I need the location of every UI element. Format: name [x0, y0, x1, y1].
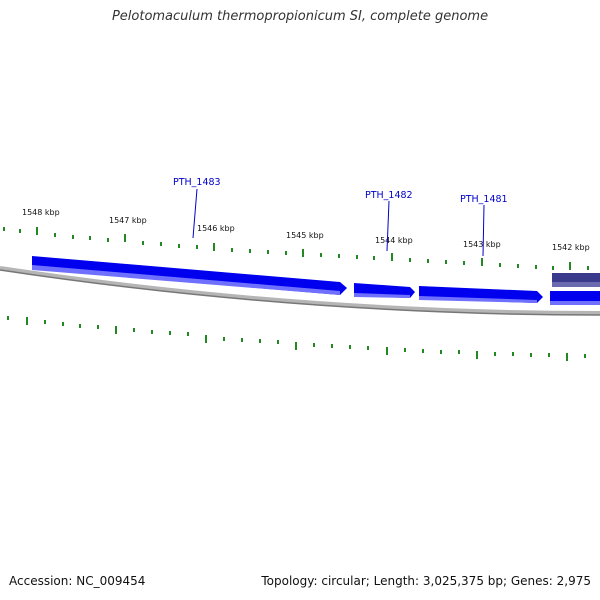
- tick-label-1544: 1544 kbp: [375, 236, 413, 245]
- tick-label-1547: 1547 kbp: [109, 216, 147, 225]
- gene-next-arrow-shade: [550, 301, 600, 305]
- gene-labels: PTH_1483 PTH_1482 PTH_1481: [173, 177, 508, 205]
- gene-label-pth1482[interactable]: PTH_1482: [365, 190, 413, 201]
- tick-label-1546: 1546 kbp: [197, 224, 235, 233]
- accession-label: Accession: NC_009454: [9, 574, 146, 588]
- genome-summary: Topology: circular; Length: 3,025,375 bp…: [261, 574, 591, 588]
- map-title: Pelotomaculum thermopropionicum SI, comp…: [111, 9, 489, 24]
- gene-pth1481-arrow-shade: [419, 296, 537, 303]
- genome-backbone-line: [0, 269, 600, 316]
- gene-next-arrow[interactable]: [550, 291, 600, 304]
- gene-label-lines: [192, 188, 485, 257]
- gene-arrows: [32, 256, 600, 305]
- outer-tick-marks: [3, 227, 589, 270]
- gene-pth1482-arrow-shade: [354, 293, 410, 298]
- gene-label-pth1483[interactable]: PTH_1483: [173, 177, 221, 188]
- gene-label-pth1481[interactable]: PTH_1481: [460, 194, 508, 205]
- tick-label-1545: 1545 kbp: [286, 231, 324, 240]
- inner-tick-marks: [7, 316, 586, 361]
- gene-pth1483-arrow-shade: [32, 265, 340, 295]
- tick-label-1543: 1543 kbp: [463, 240, 501, 249]
- tick-label-1548: 1548 kbp: [22, 208, 60, 217]
- tick-labels: 1548 kbp 1547 kbp 1546 kbp 1545 kbp 1544…: [22, 208, 590, 252]
- tick-label-1542: 1542 kbp: [552, 243, 590, 252]
- gene-dark-arrow-shade: [552, 282, 600, 287]
- genome-backbone: [0, 266, 600, 315]
